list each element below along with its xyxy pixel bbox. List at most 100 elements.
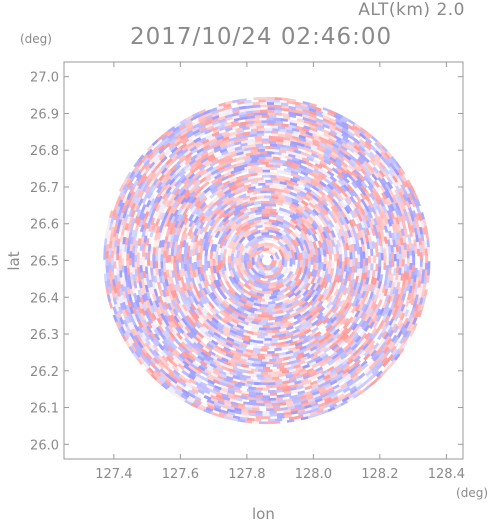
echo-cell [168,385,176,393]
echo-cell [198,221,205,230]
echo-cell [183,149,192,157]
echo-cell [398,342,405,351]
echo-cell [289,202,298,209]
echo-cell [388,329,395,338]
echo-cell [189,161,198,168]
echo-cell [326,295,334,303]
echo-cell [327,223,334,232]
echo-cell [262,340,271,344]
echo-cell [223,270,229,279]
echo-cell [357,261,361,270]
echo-cell [382,313,388,322]
echo-cell [261,161,269,165]
echo-cell [240,176,249,182]
echo-cell [307,397,316,403]
echo-cell [260,96,268,100]
echo-cell [213,217,221,225]
echo-cell [180,337,188,345]
echo-cell [372,171,380,179]
echo-cell [274,104,283,108]
echo-cell [293,184,302,191]
echo-cell [385,324,392,333]
echo-cell [171,330,179,339]
echo-cell [305,324,314,331]
echo-cell [323,152,331,159]
echo-cell [340,400,348,407]
echo-cell [160,253,164,262]
echo-cell [220,199,229,207]
echo-cell [192,128,201,135]
echo-cell [269,410,277,415]
echo-cell [315,342,324,349]
echo-cell [268,358,277,363]
echo-cell [172,308,179,317]
echo-cell [377,299,383,308]
echo-cell [193,130,202,137]
echo-cell [175,290,182,299]
echo-cell [183,290,190,299]
echo-cell [242,340,251,345]
echo-cell [156,317,163,326]
echo-cell [134,261,138,270]
echo-cell [302,111,311,116]
echo-cell [385,307,391,316]
echo-cell [319,281,326,290]
echo-cell [171,226,177,235]
echo-cell [336,251,340,260]
echo-cell [354,207,361,216]
echo-cell [341,121,350,128]
echo-cell [316,304,324,313]
echo-cell [198,119,207,126]
echo-cell [322,275,328,284]
echo-cell [139,296,145,305]
echo-cell [406,179,413,188]
echo-cell [137,315,144,323]
echo-cell [342,386,351,394]
echo-cell [298,368,307,374]
echo-cell [288,193,297,200]
echo-cell [140,346,148,355]
echo-cell [236,324,245,330]
echo-cell [414,294,420,303]
echo-cell [372,166,380,174]
echo-cell [318,277,325,286]
echo-cell [223,399,232,405]
echo-cell [212,367,220,374]
echo-cell [205,363,214,371]
echo-cell [330,316,338,325]
echo-cell [303,391,311,397]
echo-cell [322,112,330,118]
echo-cell [170,377,178,385]
echo-cell [349,385,357,393]
echo-cell [251,264,259,273]
echo-cell [221,328,230,335]
echo-cell [290,217,299,225]
echo-cell [274,107,283,111]
echo-cell [334,388,343,395]
echo-cell [112,314,118,323]
echo-cell [313,276,320,285]
echo-cell [288,250,293,259]
echo-cell [201,325,209,333]
echo-cell [311,185,320,192]
echo-cell [234,221,243,229]
echo-cell [144,284,149,293]
echo-cell [401,293,406,302]
echo-cell [348,164,356,172]
echo-cell [225,341,234,348]
echo-cell [181,360,190,368]
echo-cell [346,184,354,192]
echo-cell [208,293,215,301]
echo-cell [120,217,125,226]
echo-cell [306,246,311,255]
echo-cell [341,216,348,225]
echo-cell [205,302,212,310]
echo-cell [129,321,136,330]
echo-cell [187,337,195,345]
echo-cell [317,240,323,249]
echo-cell [204,160,213,167]
echo-cell [267,276,277,282]
echo-cell [110,264,115,273]
echo-cell [394,328,401,337]
echo-cell [195,157,203,164]
